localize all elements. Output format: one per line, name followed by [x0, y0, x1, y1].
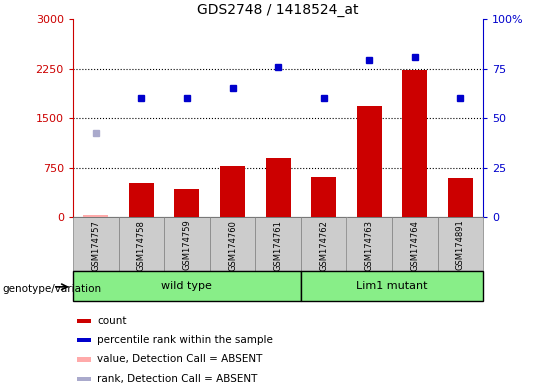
Bar	[77, 376, 91, 381]
Bar	[118, 217, 164, 271]
Bar	[129, 183, 154, 217]
Bar	[448, 178, 473, 217]
Text: GSM174760: GSM174760	[228, 220, 237, 270]
Bar	[392, 217, 438, 271]
Text: Lim1 mutant: Lim1 mutant	[356, 281, 428, 291]
Text: GSM174758: GSM174758	[137, 220, 146, 270]
Bar	[164, 217, 210, 271]
Text: count: count	[97, 316, 126, 326]
Bar	[77, 338, 91, 343]
Bar	[438, 217, 483, 271]
Bar	[77, 319, 91, 323]
Text: GSM174759: GSM174759	[183, 220, 191, 270]
Bar	[220, 166, 245, 217]
Text: value, Detection Call = ABSENT: value, Detection Call = ABSENT	[97, 354, 262, 364]
Bar	[311, 177, 336, 217]
Text: percentile rank within the sample: percentile rank within the sample	[97, 335, 273, 345]
Text: genotype/variation: genotype/variation	[3, 284, 102, 294]
Text: wild type: wild type	[161, 281, 212, 291]
Bar	[83, 215, 108, 217]
Text: GSM174891: GSM174891	[456, 220, 465, 270]
Bar	[73, 217, 118, 271]
Text: GSM174761: GSM174761	[274, 220, 282, 270]
Bar	[77, 357, 91, 362]
Bar	[266, 158, 291, 217]
Bar	[347, 217, 392, 271]
Bar	[255, 217, 301, 271]
Bar	[402, 70, 428, 217]
Text: GSM174764: GSM174764	[410, 220, 420, 270]
Bar	[73, 271, 301, 301]
Bar	[174, 189, 199, 217]
Text: GSM174757: GSM174757	[91, 220, 100, 270]
Text: rank, Detection Call = ABSENT: rank, Detection Call = ABSENT	[97, 374, 257, 384]
Bar	[301, 271, 483, 301]
Bar	[210, 217, 255, 271]
Bar	[301, 217, 347, 271]
Text: GSM174762: GSM174762	[319, 220, 328, 270]
Title: GDS2748 / 1418524_at: GDS2748 / 1418524_at	[197, 3, 359, 17]
Text: GSM174763: GSM174763	[365, 220, 374, 271]
Bar	[357, 106, 382, 217]
